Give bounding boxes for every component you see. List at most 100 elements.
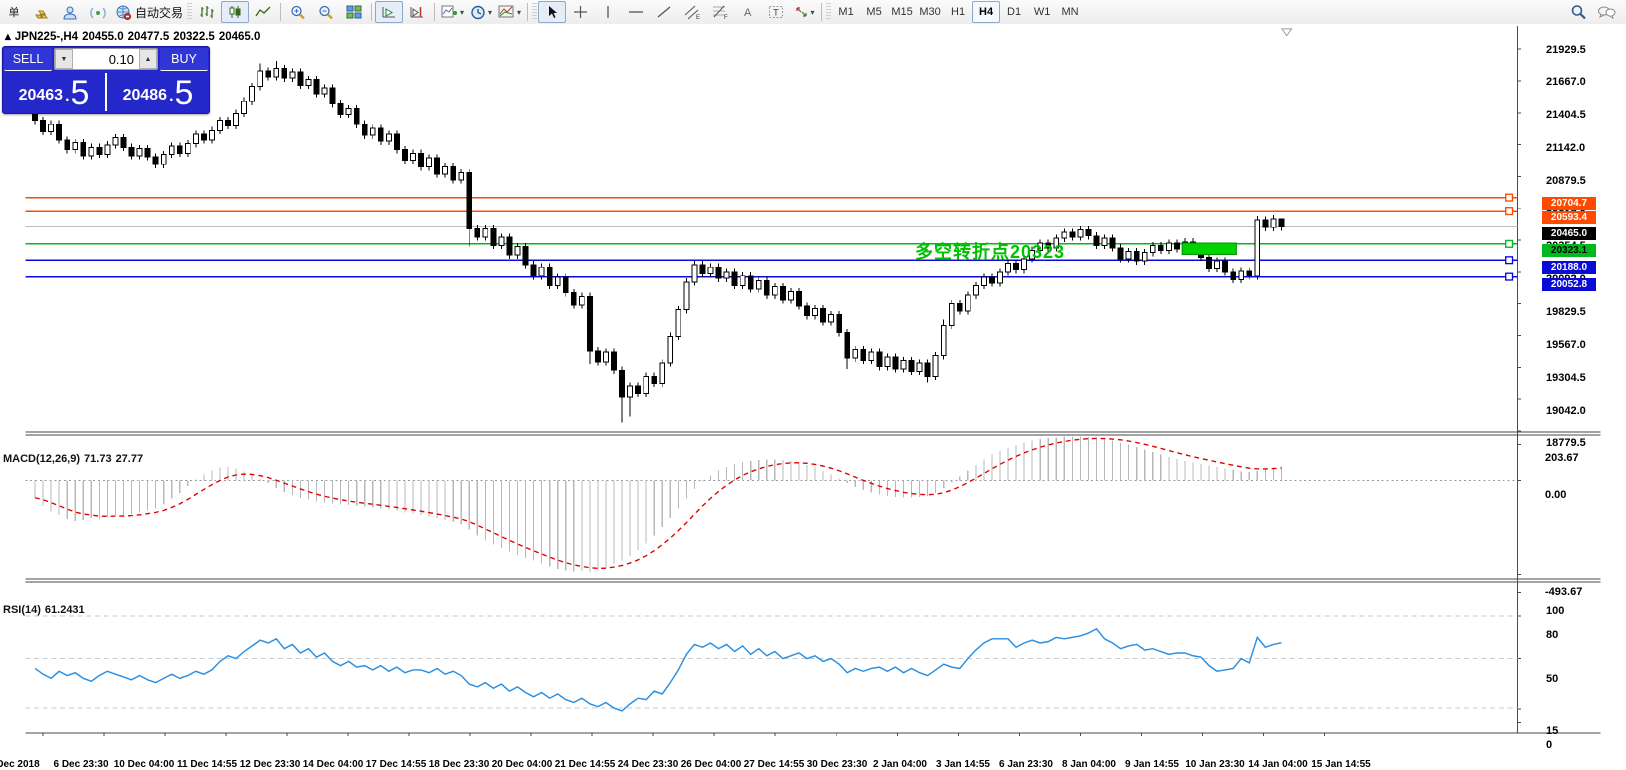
auto-trading-button[interactable]: 自动交易 [112,1,186,23]
buy-price-int: 20486 [122,87,168,104]
text-label-button[interactable]: T [762,1,790,23]
equidistant-channel-button[interactable]: E [678,1,706,23]
search-button[interactable] [1564,1,1592,23]
cursor-button[interactable] [538,1,567,23]
zoom-in-icon [291,5,305,19]
timeframe-M5[interactable]: M5 [866,6,882,18]
toolbar-grip [532,3,538,21]
search-icon [1571,5,1586,20]
chat-button[interactable] [1592,1,1620,23]
svg-text:T: T [773,8,779,19]
rsi-label: RSI(14) 61.2431 [3,604,89,616]
symbol-close: 20465.0 [218,31,261,43]
price-axis-tick: 19829.5 [1546,306,1586,319]
volume-stepper[interactable]: ▼ 0.10 ▲ [54,48,158,70]
rsi-axis-tick: 80 [1546,628,1559,641]
toolbar-grip [187,3,193,21]
symbol-open: 20455.0 [82,31,124,43]
rsi-axis-tick: 50 [1546,672,1559,685]
cursor-icon [548,6,557,18]
timeframe-H1[interactable]: H1 [951,6,966,18]
one-click-trade-panel: SELL ▼ 0.10 ▲ BUY 20463. 5 20486. 5 [2,46,210,114]
candlestick-chart-icon [229,6,241,18]
level-price-tag: 20323.1 [1542,244,1596,258]
tile-windows-button[interactable] [340,1,368,23]
chart-shift-icon [410,7,424,18]
volume-decrease-button[interactable]: ▼ [55,49,73,69]
rsi-axis-tick: 15 [1546,724,1559,737]
vertical-line-button[interactable] [594,1,622,23]
macd-main-value: 71.73 [84,453,112,465]
new-order-button[interactable]: 单 [0,1,28,23]
timeframe-MN[interactable]: MN [1061,6,1079,18]
crosshair-button[interactable] [566,1,594,23]
trendline-button[interactable] [650,1,678,23]
timeframe-H4[interactable]: H4 [972,1,1001,23]
signal-button[interactable] [84,1,112,23]
auto-trading-label: 自动交易 [135,5,184,20]
timeframe-M30[interactable]: M30 [919,6,941,18]
bar-chart-button[interactable] [193,1,221,23]
buy-price[interactable]: 20486. 5 [107,73,209,111]
time-axis-label: 14 Dec 04:00 [302,759,364,770]
macd-axis-tick: 203.67 [1545,451,1579,464]
fibonacci-icon: F [712,5,728,20]
svg-text:F: F [724,15,728,20]
price-axis-tick: 21667.0 [1546,76,1586,89]
indicators-icon [441,5,458,17]
time-axis-label: 24 Dec 23:30 [617,759,679,770]
timeframe-M15[interactable]: M15 [891,6,913,18]
text-label-icon: T [769,6,784,19]
symbol-header: ▴ JPN225-,H4 20455.0 20477.5 20322.5 20465.0 [5,29,264,43]
arrows-icon [795,7,807,17]
periods-button[interactable]: ▾ [467,1,495,23]
chat-icon [1597,6,1615,19]
indicators-button[interactable]: ▾ [438,1,467,23]
fibonacci-button[interactable]: F [706,1,734,23]
time-axis-label: 14 Jan 04:00 [1248,759,1308,770]
templates-dropdown-arrow: ▾ [517,7,522,17]
price-axis-tick: 21929.5 [1546,43,1586,56]
horizontal-line-button[interactable] [622,1,650,23]
timeframe-D1[interactable]: D1 [1007,6,1022,18]
trendline-icon [657,6,671,18]
volume-value[interactable]: 0.10 [108,51,134,67]
macd-axis-tick: -493.67 [1545,585,1583,598]
chart-canvas[interactable] [0,24,1626,770]
time-axis-label: 17 Dec 14:55 [365,759,427,770]
price-axis-tick: 19304.5 [1546,371,1586,384]
sell-price[interactable]: 20463. 5 [3,73,107,111]
zoom-out-button[interactable] [312,1,340,23]
price-axis-tick: 21404.5 [1546,109,1586,122]
signal-icon [90,6,106,19]
macd-signal-value: 27.77 [115,453,144,465]
sell-button[interactable]: SELL [4,48,52,71]
rsi-value: 61.2431 [44,604,85,616]
templates-button[interactable]: ▾ [495,1,524,23]
auto-scroll-button[interactable] [375,1,404,23]
indicators-dropdown-arrow: ▾ [460,7,465,17]
zoom-in-button[interactable] [284,1,312,23]
crosshair-icon [573,6,587,18]
rsi-axis-tick: 0 [1546,738,1553,751]
chart-shift-button[interactable] [403,1,431,23]
candlestick-chart-button[interactable] [221,1,250,23]
volume-increase-button[interactable]: ▲ [139,49,157,69]
symbol-expand-icon[interactable]: ▴ [5,31,11,43]
contacts-button[interactable] [56,1,84,23]
timeframe-M1[interactable]: M1 [838,6,854,18]
level-price-tag: 20052.8 [1542,278,1596,292]
text-button[interactable]: A [734,1,762,23]
timeframe-W1[interactable]: W1 [1033,6,1051,18]
market-watch-icon[interactable] [28,1,56,23]
pivot-annotation[interactable]: 多空转折点20323 [915,241,1066,262]
level-price-tag: 20593.4 [1542,210,1596,224]
arrows-button[interactable]: ▾ [790,1,818,23]
time-axis-label: 6 Dec 23:30 [53,759,109,770]
level-price-tag: 20704.7 [1542,196,1596,210]
contacts-icon [63,6,77,19]
line-chart-button[interactable] [249,1,277,23]
svg-text:A: A [744,7,752,19]
buy-button[interactable]: BUY [160,48,208,71]
